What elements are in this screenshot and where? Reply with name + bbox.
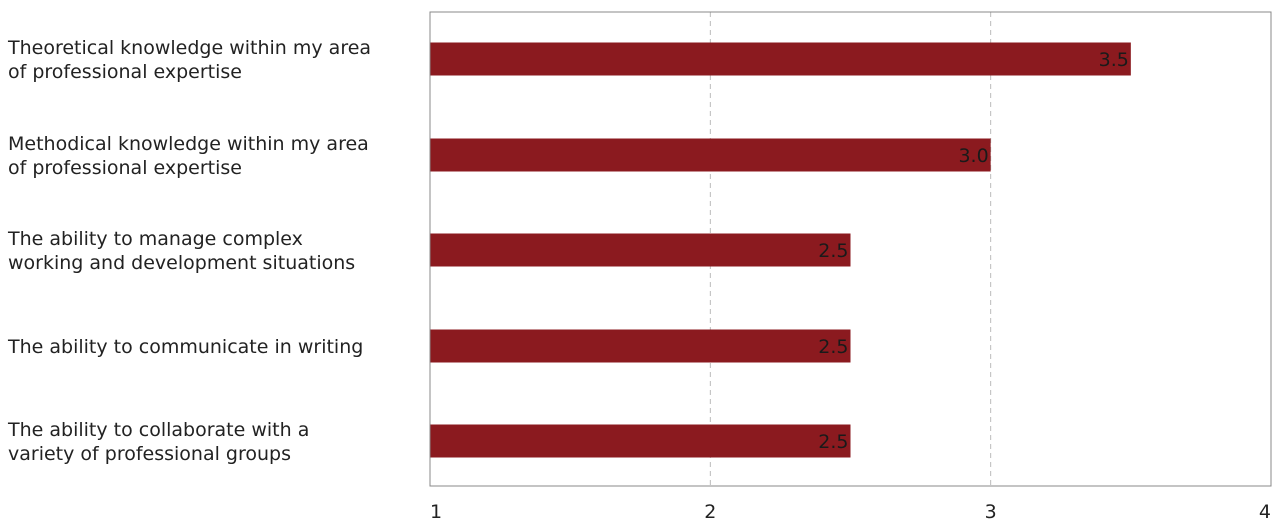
data-label-1: 3.0 bbox=[958, 145, 988, 167]
bars bbox=[430, 42, 1131, 458]
bar-4 bbox=[430, 424, 851, 458]
category-label-3: The ability to communicate in writing bbox=[7, 336, 363, 358]
bar-2 bbox=[430, 233, 851, 267]
category-label-2: The ability to manage complex working and… bbox=[7, 228, 355, 274]
data-label-2: 2.5 bbox=[818, 240, 848, 262]
x-tick-label-1: 1 bbox=[430, 501, 442, 523]
category-label-4: The ability to collaborate with a variety… bbox=[7, 419, 309, 465]
category-label-0: Theoretical knowledge within my area of p… bbox=[7, 37, 371, 83]
category-label-1: Methodical knowledge within my area of pr… bbox=[8, 133, 369, 179]
data-label-4: 2.5 bbox=[818, 431, 848, 453]
data-labels: 3.5 3.0 2.5 2.5 2.5 bbox=[818, 49, 1129, 453]
plot-border bbox=[429, 11, 1272, 487]
x-axis-ticks: 1 2 3 4 bbox=[430, 501, 1271, 523]
x-tick-label-2: 2 bbox=[704, 501, 716, 523]
x-tick-label-4: 4 bbox=[1259, 501, 1271, 523]
bar-1 bbox=[430, 138, 991, 172]
bar-3 bbox=[430, 329, 851, 363]
category-labels: Theoretical knowledge within my area of p… bbox=[7, 37, 371, 465]
bar-0 bbox=[430, 42, 1131, 76]
data-label-0: 3.5 bbox=[1099, 49, 1129, 71]
data-label-3: 2.5 bbox=[818, 336, 848, 358]
x-tick-label-3: 3 bbox=[985, 501, 997, 523]
plot-frame bbox=[429, 11, 1272, 487]
